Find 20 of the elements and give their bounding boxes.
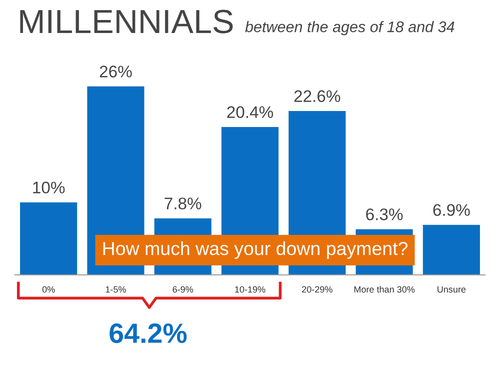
x-tick-label: 6-9% <box>172 286 194 293</box>
chart-title: MILLENNIALS <box>20 10 233 34</box>
data-label: 7.8% <box>164 198 202 210</box>
data-label: 20.4% <box>227 106 274 118</box>
annotation: How much was your down payment? <box>103 241 408 259</box>
data-label: 6.3% <box>366 208 403 220</box>
chart-subtitle: between the ages of 18 and 34 <box>245 21 454 36</box>
data-label: 26% <box>100 66 132 78</box>
data-label: 6.9% <box>433 204 470 216</box>
text: 64.2% <box>110 323 187 344</box>
x-tick-label: 10-19% <box>235 286 266 293</box>
x-tick-label: 20-29% <box>302 286 332 293</box>
data-label: 10% <box>33 182 65 194</box>
x-tick-label: Unsure <box>438 286 466 293</box>
bar <box>20 202 78 275</box>
x-tick-label: More than 30% <box>354 286 415 293</box>
x-tick-label: 1-5% <box>106 286 126 293</box>
bar <box>422 224 480 275</box>
data-label: 22.6% <box>294 90 340 102</box>
x-tick-label: 0% <box>42 286 55 293</box>
